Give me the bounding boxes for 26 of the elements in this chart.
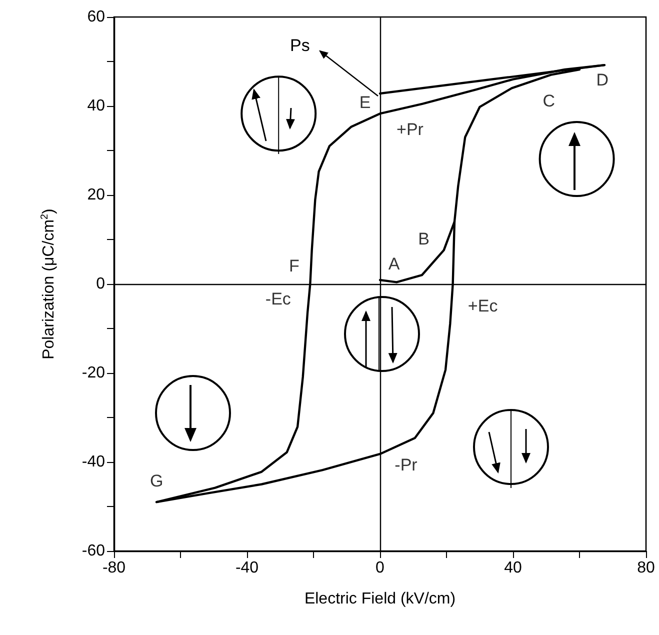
y-tick-label: 0 <box>96 276 106 292</box>
annotation: +Ec <box>468 296 498 316</box>
annotation: C <box>542 91 556 110</box>
annotation: F <box>288 256 300 276</box>
annotation: B <box>418 230 430 249</box>
y-tick-label: -60 <box>82 542 106 560</box>
y-tick-label: -20 <box>82 364 106 382</box>
annotation: -Ec <box>265 290 292 308</box>
annotation: E <box>359 93 371 112</box>
y-tick-label: -40 <box>82 454 106 470</box>
annotation: +Pr <box>396 120 424 140</box>
x-tick-label: 0 <box>376 560 385 576</box>
y-tick-label: 40 <box>87 98 106 114</box>
annotation: G <box>150 472 164 491</box>
annotation: A <box>388 254 400 274</box>
annotation: Ps <box>290 36 310 55</box>
x-tick-label: 40 <box>504 560 522 576</box>
y-tick-label: 20 <box>87 186 106 204</box>
x-axis-title: Electric Field (kV/cm) <box>304 590 456 608</box>
y-tick-label: 60 <box>87 8 106 26</box>
x-tick-label: 80 <box>637 560 655 576</box>
x-tick-label: -40 <box>235 560 259 576</box>
x-tick-label: -80 <box>102 560 126 576</box>
y-axis-title: Polarization (μC/cm2) <box>40 208 58 360</box>
annotation: -Pr <box>394 455 418 474</box>
annotation: D <box>596 70 609 90</box>
